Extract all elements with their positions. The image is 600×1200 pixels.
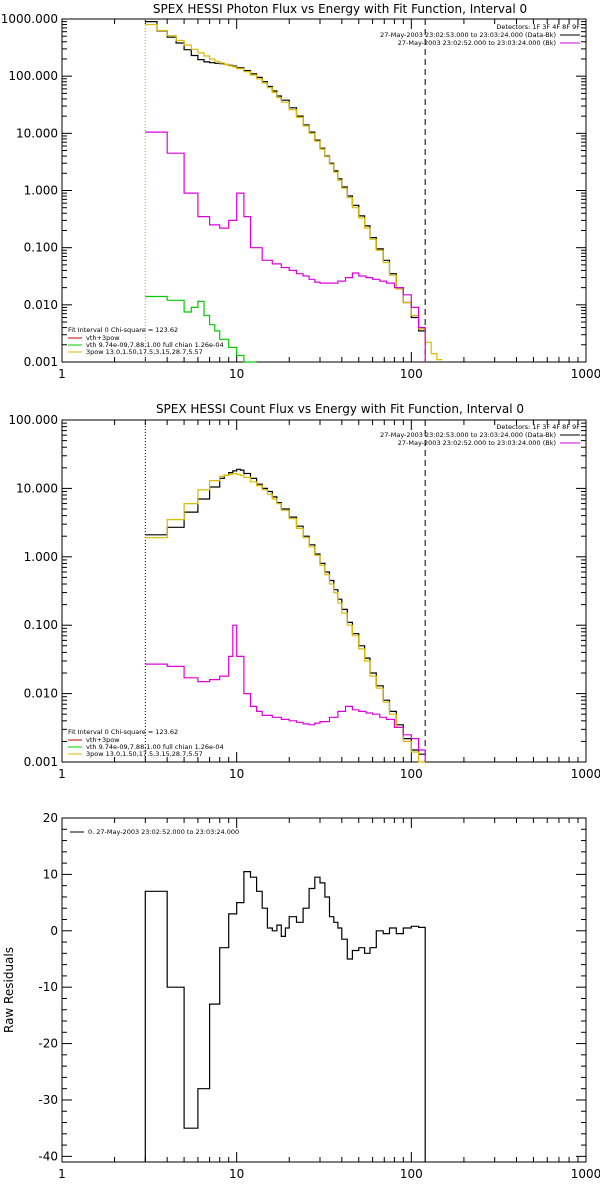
count-flux-y-tick-label: 100.000 bbox=[8, 413, 58, 427]
count-flux-data-series-line bbox=[145, 468, 426, 755]
photon-flux-interval-text-2: 27-May-2003 23:02:52.000 to 23:03:24.000… bbox=[398, 39, 556, 47]
residuals-y-tick-label: -20 bbox=[38, 1037, 58, 1051]
photon-flux-y-tick-label: 10.000 bbox=[16, 126, 58, 140]
residuals-residuals-series-line bbox=[144, 871, 426, 1162]
count-flux-y-tick-label: 0.001 bbox=[24, 755, 58, 769]
photon-flux-x-tick-label: 1000 bbox=[571, 367, 600, 381]
photon-flux-y-tick-label: 100.000 bbox=[8, 69, 58, 83]
photon-flux-x-tick-label: 10 bbox=[229, 367, 244, 381]
photon-flux-model-series-line bbox=[145, 23, 443, 361]
photon-flux-title: SPEX HESSI Photon Flux vs Energy with Fi… bbox=[153, 2, 527, 16]
residuals-x-tick-label: 10 bbox=[229, 1167, 244, 1181]
residuals-x-tick-label: 1000 bbox=[571, 1167, 600, 1181]
photon-flux-legend: Fit Interval 0 Chi-square = 123.62 vth+3… bbox=[68, 326, 224, 356]
count-flux-component-series-line bbox=[145, 624, 426, 762]
residuals-y-tick-label: 0 bbox=[50, 924, 58, 938]
count-flux-legend-label-3: 3pow 13.0,1.50,17.5,3.15,28.7,5.57 bbox=[86, 750, 203, 758]
photon-flux-axes: 1 10 100 1000 1000.000 100.000 10.000 1.000 0.10… bbox=[1, 12, 600, 381]
count-flux-y-tick-label: 10.000 bbox=[16, 481, 58, 495]
count-flux-title: SPEX HESSI Count Flux vs Energy with Fit… bbox=[156, 402, 524, 416]
photon-flux-data-series-line bbox=[145, 21, 426, 332]
residuals-legend: 0. 27-May-2003 23:02:52.000 to 23:03:24.… bbox=[70, 828, 239, 836]
residuals-x-tick-label: 1 bbox=[58, 1167, 66, 1181]
residuals-y-axis-label: Raw Residuals bbox=[2, 947, 16, 1033]
photon-flux-legend-title: Fit Interval 0 Chi-square = 123.62 bbox=[68, 326, 178, 334]
count-flux-legend-label-1: vth+3pow bbox=[86, 736, 120, 744]
photon-flux-component-series-line bbox=[145, 131, 426, 362]
residuals-y-tick-label: 10 bbox=[43, 867, 58, 881]
photon-flux-x-tick-label: 100 bbox=[400, 367, 423, 381]
photon-flux-y-tick-label: 0.100 bbox=[24, 241, 58, 255]
count-flux-y-tick-label: 0.010 bbox=[24, 687, 58, 701]
count-flux-legend-label-2: vth 9.74e-09,7.88,1.00 full chian 1.26e-… bbox=[86, 743, 224, 751]
photon-flux-interval-text-1: 27-May-2003 23:02:53.000 to 23:03:24.000… bbox=[380, 31, 556, 39]
photon-flux-y-tick-label: 1000.000 bbox=[1, 12, 58, 26]
residuals-y-tick-label: -10 bbox=[38, 980, 58, 994]
photon-flux-legend-label-1: vth+3pow bbox=[86, 334, 120, 342]
photon-flux-y-tick-label: 1.000 bbox=[24, 184, 58, 198]
residuals-legend-label: 0. 27-May-2003 23:02:52.000 to 23:03:24.… bbox=[88, 828, 239, 836]
count-flux-interval-text-1: 27-May-2003 23:02:53.000 to 23:03:24.000… bbox=[380, 431, 556, 439]
count-flux-x-tick-label: 100 bbox=[400, 767, 423, 781]
residuals-y-tick-label: -30 bbox=[38, 1093, 58, 1107]
count-flux-legend: Fit Interval 0 Chi-square = 123.62 vth+3… bbox=[68, 728, 224, 758]
photon-flux-legend-label-2: vth 9.74e-09,7.88,1.00 full chian 1.26e-… bbox=[86, 341, 224, 349]
photon-flux-legend-label-3: 3pow 13.0,1.50,17.5,3.15,28.7,5.57 bbox=[86, 348, 203, 356]
count-flux-y-tick-label: 0.100 bbox=[24, 618, 58, 632]
residuals-plot-frame bbox=[61, 817, 587, 1163]
count-flux-interval-text-2: 27-May-2003 23:02:52.000 to 23:03:24.000… bbox=[398, 439, 556, 447]
count-flux-x-tick-label: 1000 bbox=[571, 767, 600, 781]
count-flux-series-group bbox=[144, 420, 426, 763]
photon-flux-component-series-line bbox=[145, 295, 257, 363]
residuals-panel: Raw Residuals 1 10 100 100020100-10-20-30-4… bbox=[2, 811, 600, 1181]
photon-flux-series-group bbox=[144, 19, 443, 363]
photon-flux-header: Detectors: 1F 3F 4F 8F 9F 27-May-2003 23… bbox=[380, 23, 580, 47]
residuals-y-tick-label: -40 bbox=[38, 1149, 58, 1163]
count-flux-axes: 1 10 100 1000 100.000 10.000 1.000 0.100 0.010 0.… bbox=[8, 413, 600, 781]
residuals-x-tick-label: 100 bbox=[400, 1167, 423, 1181]
count-flux-x-tick-label: 1 bbox=[58, 767, 66, 781]
count-flux-panel: SPEX HESSI Count Flux vs Energy with Fit… bbox=[8, 402, 600, 781]
count-flux-model-series-line bbox=[145, 472, 426, 763]
residuals-series-group bbox=[144, 871, 426, 1162]
count-flux-header: Detectors: 1F 3F 4F 8F 9F 27-May-2003 23… bbox=[380, 423, 580, 447]
photon-flux-y-tick-label: 0.001 bbox=[24, 355, 58, 369]
count-flux-detectors-text: Detectors: 1F 3F 4F 8F 9F bbox=[496, 423, 580, 431]
count-flux-plot-frame bbox=[61, 419, 587, 763]
photon-flux-x-tick-label: 1 bbox=[58, 367, 66, 381]
photon-flux-plot-frame bbox=[61, 18, 587, 363]
residuals-y-tick-label: 20 bbox=[43, 811, 58, 825]
count-flux-x-tick-label: 10 bbox=[229, 767, 244, 781]
count-flux-y-tick-label: 1.000 bbox=[24, 550, 58, 564]
photon-flux-detectors-text: Detectors: 1F 3F 4F 8F 9F bbox=[496, 23, 580, 31]
count-flux-legend-title: Fit Interval 0 Chi-square = 123.62 bbox=[68, 728, 178, 736]
photon-flux-panel: SPEX HESSI Photon Flux vs Energy with Fi… bbox=[1, 2, 600, 381]
photon-flux-y-tick-label: 0.010 bbox=[24, 298, 58, 312]
